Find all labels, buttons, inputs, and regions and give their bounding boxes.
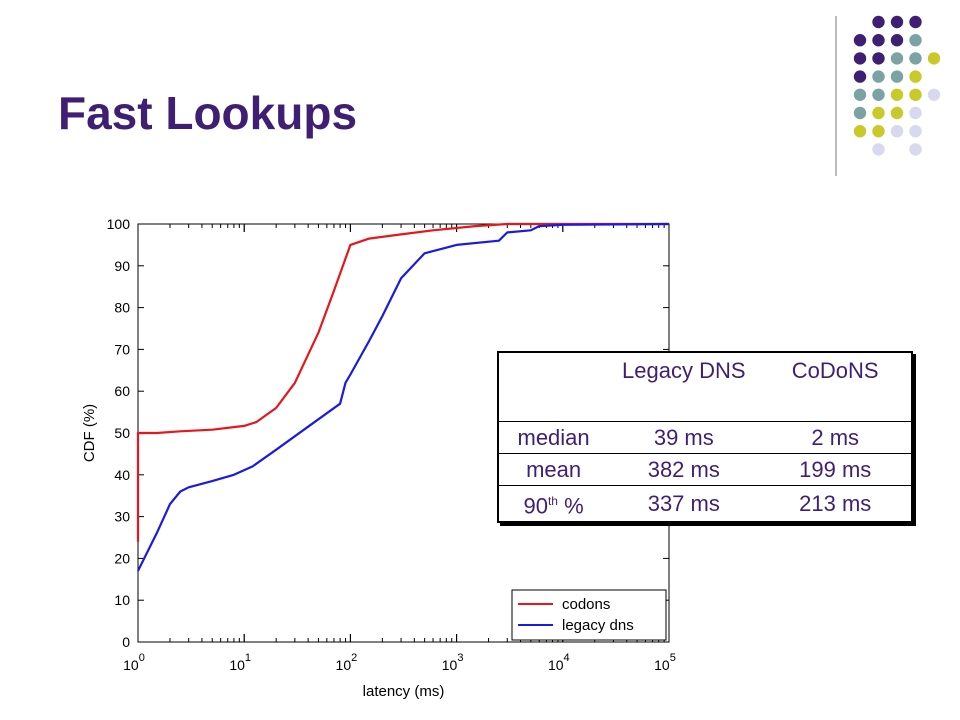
y-tick-label: 60: [114, 383, 130, 399]
y-tick-label: 90: [114, 258, 130, 274]
x-tick-label: 105: [654, 652, 676, 673]
percentile-symbol: %: [557, 493, 584, 519]
latency-stats-table: Legacy DNS CoDoNS median 39 ms 2 ms mean…: [497, 351, 913, 524]
y-axis-label: CDF (%): [81, 404, 98, 462]
y-tick-label: 80: [114, 300, 130, 316]
slide-title: Fast Lookups: [58, 87, 358, 139]
table-row-median: median 39 ms 2 ms: [498, 421, 912, 454]
p90-codons-value: 213 ms: [759, 485, 912, 523]
legend: codons legacy dns: [511, 589, 667, 641]
x-tick-label: 104: [548, 652, 570, 673]
y-tick-label: 100: [107, 216, 131, 232]
mean-codons-value: 199 ms: [759, 453, 912, 486]
x-tick-label: 100: [123, 652, 145, 673]
y-tick-labels: 0 10 20 30 40 50 60 70 80 90 100: [107, 216, 669, 650]
legend-label-codons: codons: [562, 596, 610, 613]
x-tick-label: 103: [442, 652, 464, 673]
x-tick-label: 102: [336, 652, 358, 673]
percentile-suffix: th: [547, 494, 558, 508]
table-header-row: Legacy DNS CoDoNS: [498, 352, 912, 422]
x-axis-label: latency (ms): [363, 683, 445, 700]
y-tick-label: 0: [122, 634, 130, 650]
row-label-90th-percentile: 90th %: [498, 485, 609, 523]
table-header-empty: [498, 352, 608, 422]
y-tick-label: 50: [114, 425, 130, 441]
y-tick-label: 30: [114, 509, 130, 525]
series-line-legacy-dns: [137, 222, 670, 572]
row-label-mean: mean: [498, 453, 609, 486]
percentile-number: 90: [523, 493, 548, 519]
legend-box: [511, 589, 667, 641]
x-tick-label: 101: [229, 652, 251, 673]
y-tick-label: 40: [114, 467, 130, 483]
x-tick-labels: 100 101 102 103 104 105: [123, 652, 676, 673]
y-tick-label: 70: [114, 341, 130, 357]
median-legacy-value: 39 ms: [608, 421, 760, 454]
legend-label-legacy-dns: legacy dns: [562, 617, 634, 634]
table-header-codons: CoDoNS: [791, 358, 879, 383]
p90-legacy-value: 337 ms: [608, 485, 760, 523]
table-header-legacy-dns: Legacy DNS: [622, 358, 746, 383]
table-row-90th-percentile: 90th % 337 ms 213 ms: [498, 485, 912, 523]
table-row-mean: mean 382 ms 199 ms: [498, 453, 912, 486]
mean-legacy-value: 382 ms: [608, 453, 760, 486]
y-tick-label: 10: [114, 592, 130, 608]
series-line-codons: [136, 222, 669, 542]
y-tick-label: 20: [114, 550, 130, 566]
row-label-median: median: [498, 421, 609, 454]
series-lines: [136, 222, 670, 572]
median-codons-value: 2 ms: [759, 421, 912, 454]
